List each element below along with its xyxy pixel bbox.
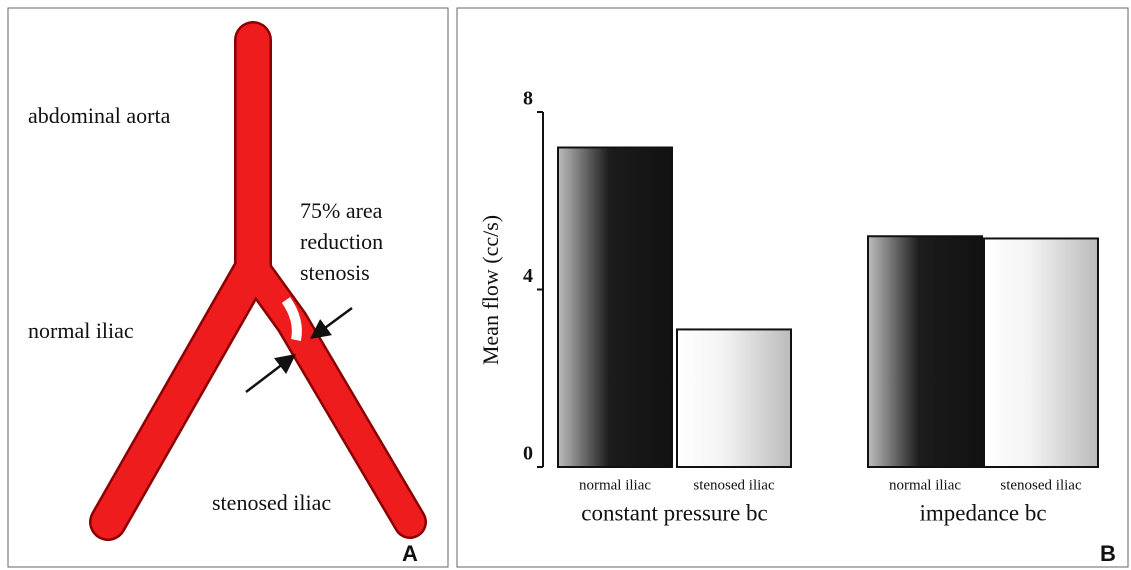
label: reduction xyxy=(300,229,383,254)
label: stenosed iliac xyxy=(212,490,331,515)
label: 75% area xyxy=(300,198,383,223)
panel-label: B xyxy=(1100,541,1116,566)
x-tick-label: stenosed iliac xyxy=(693,477,775,493)
bar xyxy=(984,238,1098,467)
bar xyxy=(677,329,791,467)
y-tick-label: 4 xyxy=(523,265,533,287)
x-tick-label: normal iliac xyxy=(579,477,651,493)
x-tick-label: stenosed iliac xyxy=(1000,477,1082,493)
bar xyxy=(868,236,982,467)
label: stenosis xyxy=(300,260,370,285)
group-label: impedance bc xyxy=(919,500,1046,525)
bar xyxy=(558,148,672,468)
x-tick-label: normal iliac xyxy=(889,477,961,493)
panel-label: A xyxy=(402,541,418,566)
arrow xyxy=(314,308,352,336)
label: normal iliac xyxy=(28,318,134,343)
y-tick-label: 0 xyxy=(523,443,533,465)
label: abdominal aorta xyxy=(28,103,171,128)
group-label: constant pressure bc xyxy=(581,500,768,525)
figure: abdominal aorta 75% area reduction steno… xyxy=(0,0,1131,570)
arrow xyxy=(246,357,292,392)
y-tick-label: 8 xyxy=(523,88,533,110)
y-axis-label: Mean flow (cc/s) xyxy=(478,215,503,365)
